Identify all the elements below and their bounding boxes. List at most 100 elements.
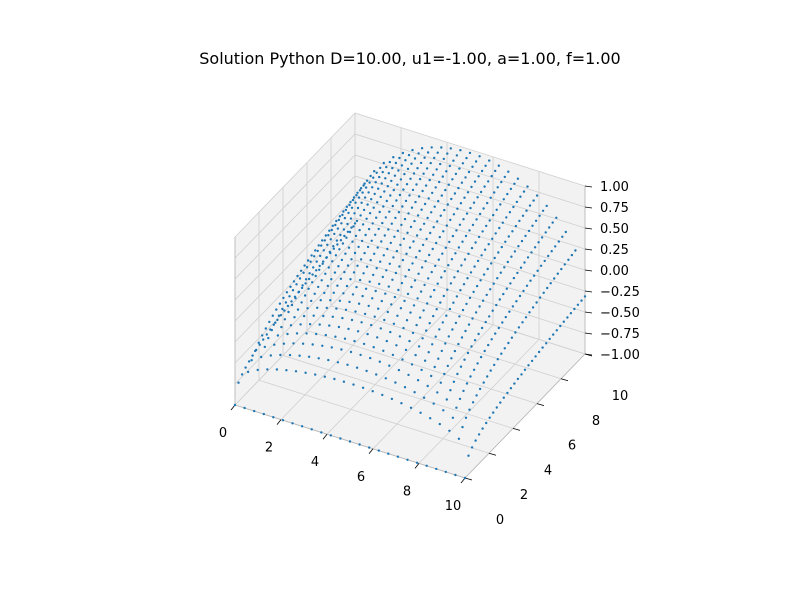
data-point [573, 307, 576, 311]
data-point [427, 351, 430, 354]
data-point [479, 355, 483, 359]
data-point [335, 307, 338, 310]
data-point [412, 172, 416, 175]
data-point [307, 355, 311, 358]
data-point [371, 222, 374, 225]
grid-line-z [234, 280, 586, 406]
data-point [564, 230, 567, 234]
data-point [422, 309, 425, 312]
data-point [434, 186, 437, 189]
data-point [337, 265, 340, 268]
data-point [470, 446, 474, 449]
data-point [341, 316, 344, 320]
data-point [516, 377, 520, 381]
data-point [450, 258, 454, 261]
data-point [266, 368, 269, 371]
x-tick-label: 0 [219, 426, 227, 441]
data-point [395, 249, 399, 253]
data-point [465, 302, 468, 306]
data-point [368, 446, 371, 449]
data-point [438, 235, 441, 239]
y-tick-mark [560, 378, 569, 382]
data-point [491, 237, 494, 240]
data-point [410, 285, 413, 289]
data-point [298, 277, 302, 280]
data-point [420, 368, 423, 372]
data-point [247, 360, 251, 363]
data-point [318, 323, 321, 326]
data-point [384, 292, 387, 295]
data-point [553, 277, 556, 280]
data-point [243, 406, 246, 410]
data-point [494, 169, 497, 173]
data-point [258, 343, 261, 346]
data-point [333, 271, 337, 274]
data-point [410, 162, 413, 165]
data-point [459, 202, 463, 205]
data-point [433, 288, 436, 292]
data-point [460, 181, 464, 184]
data-point [468, 408, 471, 411]
data-point [488, 416, 491, 419]
data-point [383, 234, 386, 237]
data-point [394, 216, 397, 220]
data-point [436, 220, 439, 223]
data-point [423, 156, 426, 159]
data-point [378, 282, 381, 286]
data-point [396, 229, 400, 232]
data-point [323, 239, 326, 242]
data-point [311, 281, 314, 284]
data-point [486, 375, 489, 378]
data-point [302, 271, 305, 274]
data-point [381, 170, 384, 174]
data-point [403, 217, 407, 221]
data-point [371, 297, 374, 300]
data-point [291, 289, 295, 292]
data-point [432, 314, 435, 318]
x-tick-label: 2 [265, 441, 273, 456]
data-point [282, 342, 286, 345]
data-point [299, 323, 302, 326]
data-point [396, 183, 399, 186]
data-point [443, 208, 446, 212]
data-point [415, 183, 418, 186]
data-point [393, 295, 397, 299]
data-point [439, 301, 442, 304]
data-point [447, 335, 450, 338]
data-point [455, 406, 458, 409]
data-point [490, 174, 493, 178]
data-point [338, 215, 342, 218]
data-point [383, 190, 386, 193]
data-point [334, 223, 337, 227]
data-point [269, 354, 272, 357]
y-tick-label: 0 [496, 513, 504, 528]
data-point [397, 169, 400, 172]
data-point [511, 230, 514, 233]
data-point [363, 196, 367, 199]
data-point [298, 354, 301, 357]
data-point [446, 203, 449, 206]
data-point [377, 187, 380, 190]
data-point [348, 203, 351, 207]
data-point [368, 212, 372, 215]
data-point [346, 264, 350, 267]
data-point [464, 234, 468, 238]
z-tick-label: 0.25 [600, 243, 629, 258]
z-tick-label: 0.50 [600, 222, 629, 237]
x-tick-label: 10 [445, 499, 462, 514]
data-point [404, 159, 407, 162]
z-tick-mark [584, 206, 593, 209]
data-point [332, 291, 335, 294]
data-point [483, 185, 486, 188]
data-point [386, 310, 389, 314]
data-point [385, 269, 388, 272]
data-point [324, 333, 327, 337]
data-point [289, 285, 292, 288]
data-point [290, 300, 293, 303]
data-point [432, 226, 435, 229]
x-tick-label: 6 [357, 470, 365, 485]
data-point [440, 146, 443, 149]
data-point [507, 170, 510, 173]
data-point [233, 403, 237, 407]
data-point [447, 264, 450, 267]
